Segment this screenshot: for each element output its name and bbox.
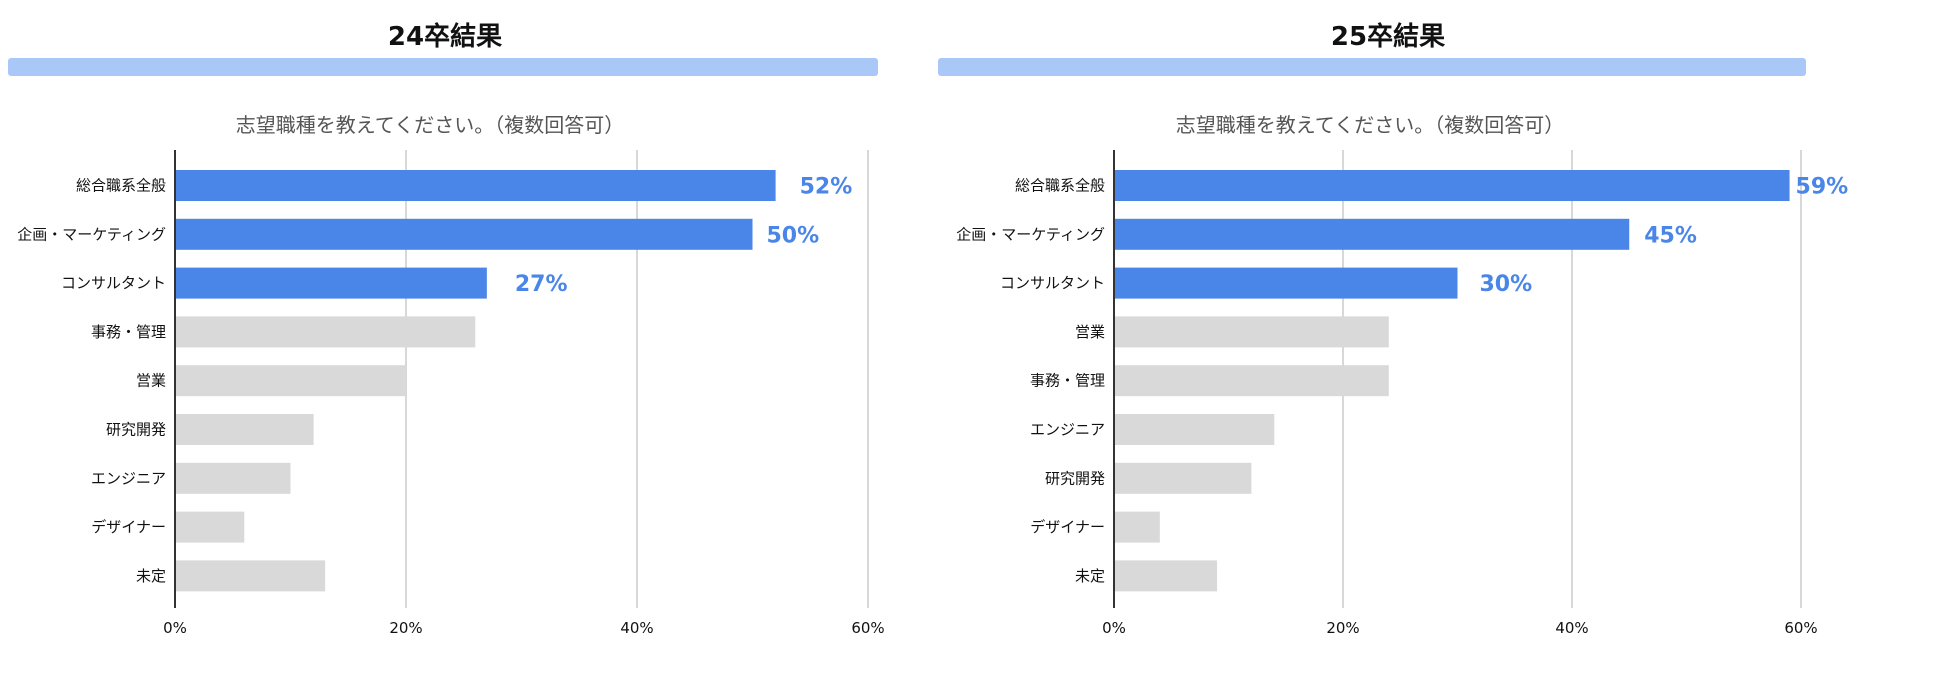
bar [175,170,776,201]
panel-25: 25卒結果 志望職種を教えてください。（複数回答可） 総合職系全般 59% 企画・マー… [938,0,1848,674]
panel-accent-bar [8,58,878,76]
category-label: 研究開発 [106,421,166,439]
category-label: 未定 [136,567,166,585]
bar [1114,316,1389,348]
category-label: 未定 [1075,567,1105,585]
category-label: 営業 [1075,323,1105,341]
chart-title: 志望職種を教えてください。（複数回答可） [236,113,624,137]
x-tick-label: 40% [620,619,653,637]
panel-title: 24卒結果 [387,22,503,52]
category-label: エンジニア [1030,421,1105,439]
x-tick-label: 40% [1555,619,1588,637]
bar [175,560,326,592]
bar [175,414,314,445]
category-label: 企画・マーケティング [956,225,1105,243]
data-label: 45% [1644,223,1697,248]
bar [175,365,406,397]
bar [1114,462,1252,494]
data-label: 27% [515,272,568,297]
category-label: 事務・管理 [1030,372,1105,390]
category-label: 企画・マーケティング [17,225,166,243]
bar [175,462,291,494]
panel-accent-bar [938,58,1806,76]
category-label: 総合職系全般 [1015,177,1105,195]
panel-24: 24卒結果 志望職種を教えてください。（複数回答可） 総合職系全般 52% 企画・マー… [0,0,890,674]
bar-chart-25: 志望職種を教えてください。（複数回答可） 総合職系全般 59% 企画・マーケティング 4… [956,113,1848,637]
bar [1114,560,1218,592]
category-label: 営業 [136,372,166,390]
category-label: デザイナー [91,518,166,536]
x-tick-label: 60% [851,619,884,637]
bar [1114,170,1790,201]
x-tick-label: 60% [1784,619,1817,637]
bar [1114,267,1458,299]
data-label: 59% [1796,175,1849,200]
category-label: デザイナー [1030,518,1105,536]
category-label: コンサルタント [61,274,166,292]
data-label: 52% [800,175,853,200]
bar [175,267,487,299]
bar [175,316,476,348]
data-label: 30% [1480,272,1533,297]
bar [175,511,245,543]
x-tick-label: 20% [389,619,422,637]
category-label: 事務・管理 [91,323,166,341]
category-label: 総合職系全般 [76,177,166,195]
category-label: 研究開発 [1045,469,1105,487]
bar [175,218,753,250]
data-label: 50% [767,223,820,248]
x-tick-label: 0% [1102,619,1126,637]
bar-chart-24: 志望職種を教えてください。（複数回答可） 総合職系全般 52% 企画・マーケティング 5… [17,113,884,637]
category-label: コンサルタント [1000,274,1105,292]
panel-title: 25卒結果 [1330,22,1446,52]
bar [1114,218,1630,250]
bar [1114,414,1275,445]
bar [1114,511,1160,543]
bar [1114,365,1389,397]
x-tick-label: 20% [1326,619,1359,637]
category-label: エンジニア [91,469,166,487]
x-tick-label: 0% [163,619,187,637]
chart-title: 志望職種を教えてください。（複数回答可） [1176,113,1564,137]
